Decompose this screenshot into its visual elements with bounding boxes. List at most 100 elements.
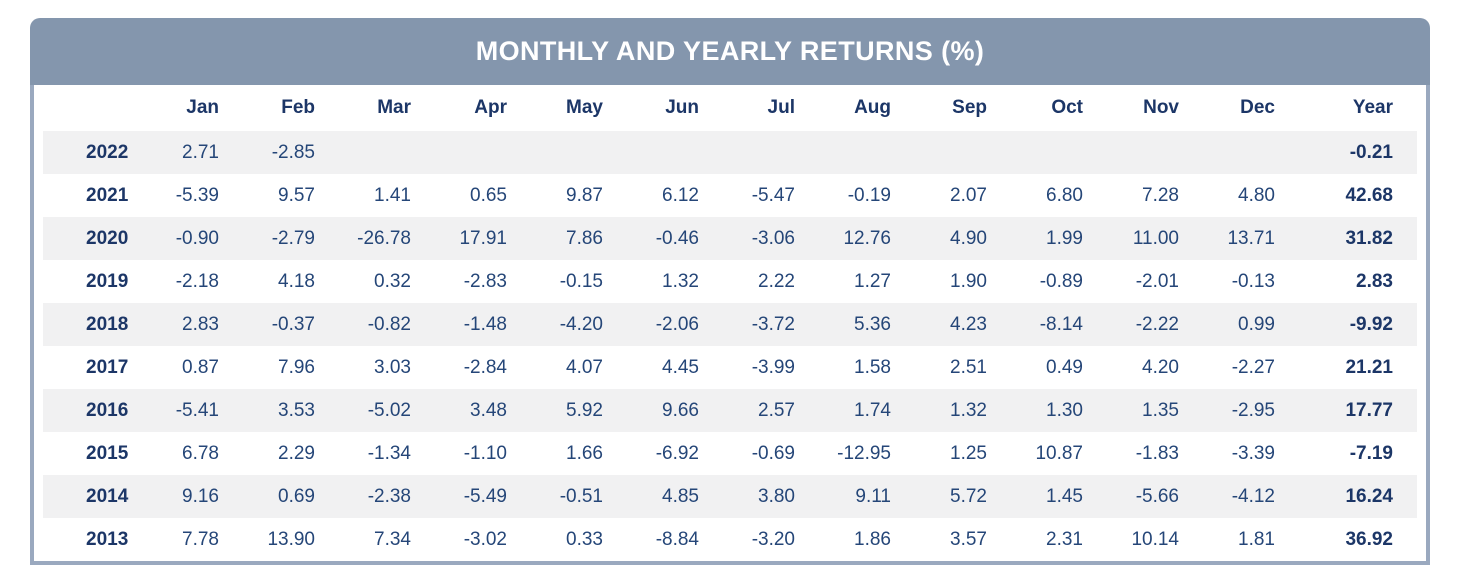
row-year-label: 2020 (86, 227, 129, 249)
cell-2017-jul: -3.99 (751, 356, 795, 378)
cell-2020-jan: -0.90 (175, 227, 219, 249)
cell-2022-may (521, 131, 617, 174)
cell-2013-apr: -3.02 (463, 528, 507, 550)
cell-2022-mar (329, 131, 425, 174)
cell-2019-jun: 1.32 (662, 270, 699, 292)
cell-2020-aug: 12.76 (843, 227, 891, 249)
cell-2022-sep (905, 131, 1001, 174)
cell-2018-nov: -2.22 (1135, 313, 1179, 335)
cell-2016-mar: -5.02 (367, 399, 411, 421)
table-row-2016: 2016 -5.41 3.53 -5.02 3.48 5.92 9.66 2.57 1.74 1.… (43, 389, 1417, 432)
cell-2019-mar: 0.32 (374, 270, 411, 292)
table-row-2020: 2020 -0.90 -2.79 -26.78 17.91 7.86 -0.46 -3.06 1… (43, 217, 1417, 260)
cell-2020-mar: -26.78 (357, 227, 411, 249)
cell-2022-jun (617, 131, 713, 174)
cell-2017-feb: 7.96 (278, 356, 315, 378)
table-title-bar: MONTHLY AND YEARLY RETURNS (%) (30, 18, 1430, 85)
cell-2019-oct: -0.89 (1039, 270, 1083, 292)
cell-2015-may: 1.66 (566, 442, 603, 464)
cell-2018-mar: -0.82 (367, 313, 411, 335)
cell-2018-oct: -8.14 (1039, 313, 1083, 335)
cell-2019-aug: 1.27 (854, 270, 891, 292)
cell-2021-feb: 9.57 (278, 184, 315, 206)
cell-2020-sep: 4.90 (950, 227, 987, 249)
column-header-oct: Oct (1051, 97, 1083, 118)
cell-2019-apr: -2.83 (463, 270, 507, 292)
cell-2018-sep: 4.23 (950, 313, 987, 335)
cell-2020-nov: 11.00 (1132, 227, 1179, 249)
column-header-apr: Apr (474, 97, 507, 118)
cell-2022-nov (1097, 131, 1193, 174)
cell-2020-year-total: 31.82 (1345, 227, 1393, 249)
cell-2019-nov: -2.01 (1135, 270, 1179, 292)
table-row-2022: 2022 2.71 -2.85 -0.21 (43, 131, 1417, 174)
column-header-dec: Dec (1240, 97, 1275, 118)
row-year-label: 2014 (86, 485, 129, 507)
monthly-returns-table: Jan Feb Mar Apr May Jun Jul Aug Sep Oct Nov Dec Year… (43, 85, 1417, 561)
cell-2013-jul: -3.20 (751, 528, 795, 550)
cell-2021-jul: -5.47 (751, 184, 795, 206)
cell-2013-dec: 1.81 (1238, 528, 1275, 550)
cell-2016-jan: -5.41 (175, 399, 219, 421)
cell-2019-may: -0.15 (559, 270, 603, 292)
column-header-jun: Jun (665, 97, 699, 118)
row-year-label: 2016 (86, 399, 129, 421)
table-row-2019: 2019 -2.18 4.18 0.32 -2.83 -0.15 1.32 2.22 1.27 1… (43, 260, 1417, 303)
table-row-2015: 2015 6.78 2.29 -1.34 -1.10 1.66 -6.92 -0.69 -12.… (43, 432, 1417, 475)
table-title: MONTHLY AND YEARLY RETURNS (%) (475, 36, 985, 66)
cell-2014-nov: -5.66 (1135, 485, 1179, 507)
cell-2019-jan: -2.18 (175, 270, 219, 292)
corner-cell (43, 85, 137, 131)
cell-2021-dec: 4.80 (1238, 184, 1275, 206)
row-year-label: 2022 (86, 141, 129, 163)
column-header-sep: Sep (952, 97, 987, 118)
cell-2022-aug (809, 131, 905, 174)
cell-2016-oct: 1.30 (1046, 399, 1083, 421)
cell-2013-jan: 7.78 (182, 528, 219, 550)
cell-2013-mar: 7.34 (374, 528, 411, 550)
table-row-2018: 2018 2.83 -0.37 -0.82 -1.48 -4.20 -2.06 -3.72 5.… (43, 303, 1417, 346)
cell-2020-feb: -2.79 (271, 227, 315, 249)
cell-2019-feb: 4.18 (278, 270, 315, 292)
cell-2019-sep: 1.90 (950, 270, 987, 292)
cell-2015-dec: -3.39 (1231, 442, 1275, 464)
cell-2014-may: -0.51 (559, 485, 603, 507)
column-header-nov: Nov (1143, 97, 1179, 118)
cell-2019-year-total: 2.83 (1356, 270, 1393, 292)
cell-2016-nov: 1.35 (1142, 399, 1179, 421)
cell-2015-feb: 2.29 (278, 442, 315, 464)
cell-2022-feb: -2.85 (271, 141, 315, 163)
cell-2018-year-total: -9.92 (1349, 313, 1393, 335)
cell-2018-jan: 2.83 (182, 313, 219, 335)
table-row-2021: 2021 -5.39 9.57 1.41 0.65 9.87 6.12 -5.47 -0.19 2… (43, 174, 1417, 217)
cell-2015-aug: -12.95 (837, 442, 891, 464)
cell-2017-apr: -2.84 (463, 356, 507, 378)
cell-2017-dec: -2.27 (1231, 356, 1275, 378)
table-row-2013: 2013 7.78 13.90 7.34 -3.02 0.33 -8.84 -3.20 1.86… (43, 518, 1417, 561)
cell-2015-year-total: -7.19 (1349, 442, 1393, 464)
cell-2015-nov: -1.83 (1135, 442, 1179, 464)
cell-2016-year-total: 17.77 (1345, 399, 1393, 421)
cell-2014-dec: -4.12 (1231, 485, 1275, 507)
cell-2014-year-total: 16.24 (1345, 485, 1393, 507)
cell-2017-sep: 2.51 (950, 356, 987, 378)
cell-2020-apr: 17.91 (459, 227, 507, 249)
cell-2015-sep: 1.25 (950, 442, 987, 464)
cell-2016-sep: 1.32 (950, 399, 987, 421)
column-header-row: Jan Feb Mar Apr May Jun Jul Aug Sep Oct Nov Dec Year (43, 85, 1417, 131)
cell-2021-aug: -0.19 (847, 184, 891, 206)
cell-2018-may: -4.20 (559, 313, 603, 335)
column-header-jul: Jul (767, 97, 795, 118)
cell-2018-aug: 5.36 (854, 313, 891, 335)
row-year-label: 2019 (86, 270, 129, 292)
cell-2015-mar: -1.34 (367, 442, 411, 464)
cell-2021-mar: 1.41 (374, 184, 411, 206)
cell-2016-aug: 1.74 (854, 399, 891, 421)
cell-2015-jul: -0.69 (751, 442, 795, 464)
cell-2020-jun: -0.46 (655, 227, 699, 249)
column-header-may: May (566, 97, 603, 118)
column-header-feb: Feb (281, 97, 315, 118)
cell-2013-year-total: 36.92 (1345, 528, 1393, 550)
cell-2013-sep: 3.57 (950, 528, 987, 550)
cell-2014-apr: -5.49 (463, 485, 507, 507)
